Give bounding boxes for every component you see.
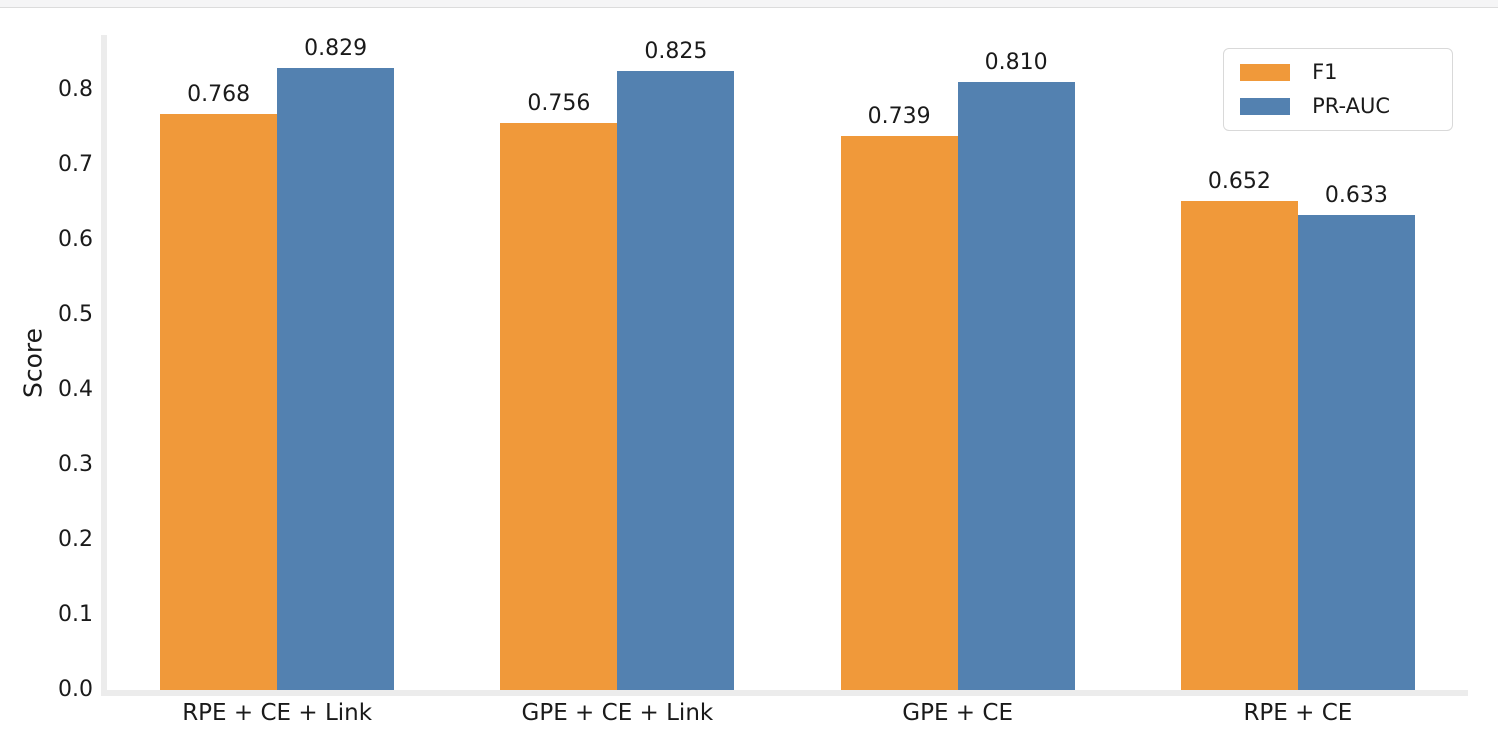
bar-f1: 0.739 bbox=[840, 104, 958, 690]
y-tick-label: 0.1 bbox=[58, 601, 93, 627]
y-tick-label: 0.8 bbox=[58, 76, 93, 102]
bar-value-label: 0.829 bbox=[304, 35, 368, 61]
window-chrome-strip bbox=[0, 0, 1498, 8]
legend-entry: F1 bbox=[1240, 60, 1436, 84]
bar-value-label: 0.739 bbox=[867, 103, 931, 129]
y-tick-label: 0.4 bbox=[58, 376, 93, 402]
bar-pr-auc: 0.825 bbox=[617, 39, 735, 690]
y-tick-label: 0.6 bbox=[58, 226, 93, 252]
y-tick-label: 0.0 bbox=[58, 677, 93, 702]
bar-value-label: 0.633 bbox=[1324, 182, 1388, 208]
x-tick-label: RPE + CE bbox=[1243, 700, 1353, 726]
legend-swatch-icon bbox=[1240, 98, 1291, 116]
y-tick-label: 0.7 bbox=[58, 151, 93, 177]
legend-swatch-icon bbox=[1240, 64, 1291, 82]
bar-group: 0.756 0.825 bbox=[447, 35, 787, 690]
bar-pr-auc: 0.829 bbox=[277, 36, 395, 690]
bar-pr-auc: 0.810 bbox=[957, 50, 1075, 690]
x-tick-label: GPE + CE + Link bbox=[521, 700, 714, 726]
legend-label: PR-AUC bbox=[1312, 94, 1390, 119]
bar-group: 0.652 0.633 bbox=[1128, 35, 1468, 690]
y-tick-label: 0.3 bbox=[58, 451, 93, 477]
bar-f1: 0.652 bbox=[1180, 169, 1298, 690]
x-axis-tick-labels: RPE + CE + Link GPE + CE + Link GPE + CE RP… bbox=[107, 698, 1468, 728]
bar-chart-figure: Score 0.0 0.1 0.2 0.3 0.4 0.5 0.6 0.7 0.8 0.768 0… bbox=[0, 8, 1498, 740]
plot-area: 0.768 0.829 0.756 0.825 0.739 0.810 0.652 0.633 bbox=[101, 35, 1468, 696]
bar-group: 0.739 0.810 bbox=[788, 35, 1128, 690]
y-tick-label: 0.2 bbox=[58, 526, 93, 552]
legend-label: F1 bbox=[1312, 60, 1338, 84]
bar-pr-auc: 0.633 bbox=[1297, 183, 1415, 690]
bar-value-label: 0.756 bbox=[527, 90, 591, 116]
x-tick-label: RPE + CE + Link bbox=[182, 700, 373, 726]
legend: F1 PR-AUC bbox=[1223, 48, 1453, 132]
legend-entry: PR-AUC bbox=[1240, 94, 1436, 119]
bar-group: 0.768 0.829 bbox=[107, 35, 447, 690]
bar-value-label: 0.810 bbox=[984, 49, 1048, 75]
bar-value-label: 0.768 bbox=[187, 81, 251, 107]
bar-value-label: 0.825 bbox=[644, 38, 708, 64]
y-tick-label: 0.5 bbox=[58, 301, 93, 327]
bar-f1: 0.756 bbox=[500, 91, 618, 690]
bar-f1: 0.768 bbox=[160, 82, 278, 690]
bar-value-label: 0.652 bbox=[1207, 168, 1271, 194]
x-tick-label: GPE + CE bbox=[902, 700, 1013, 726]
